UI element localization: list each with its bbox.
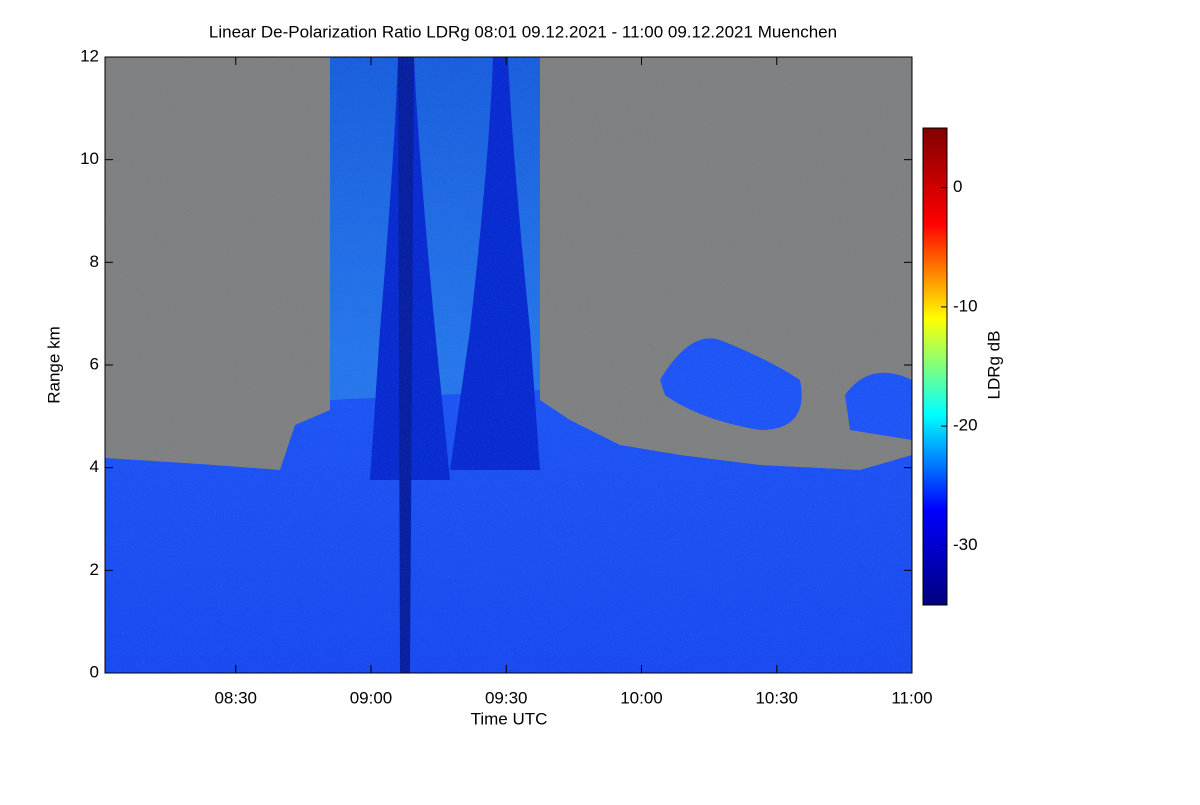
colorbar-tick-label: 0 <box>953 177 962 196</box>
x-tick-label: 09:30 <box>485 688 528 707</box>
y-tick-label: 12 <box>80 46 99 65</box>
y-tick-label: 8 <box>90 252 99 271</box>
x-tick-label: 10:00 <box>620 688 663 707</box>
x-tick-label: 11:00 <box>891 688 932 707</box>
heatmap <box>105 57 912 673</box>
x-tick-label: 09:00 <box>350 688 393 707</box>
x-tick-label: 10:30 <box>755 688 798 707</box>
y-axis-label: Range km <box>44 326 63 403</box>
x-axis-label: Time UTC <box>471 709 548 728</box>
colorbar <box>922 127 948 606</box>
texture <box>105 57 912 673</box>
colorbar-tick-label: -30 <box>953 535 978 554</box>
colorbar-tick-label: -20 <box>953 416 978 435</box>
chart-title: Linear De-Polarization Ratio LDRg 08:01 … <box>209 22 837 41</box>
x-tick-label: 08:30 <box>214 688 257 707</box>
colorbar-label: LDRg dB <box>984 331 1003 400</box>
y-tick-label: 6 <box>90 354 99 373</box>
y-tick-label: 0 <box>90 662 99 681</box>
y-tick-label: 4 <box>90 457 99 476</box>
y-tick-label: 10 <box>80 149 99 168</box>
y-tick-label: 2 <box>90 560 99 579</box>
colorbar-tick-label: -10 <box>953 296 978 315</box>
